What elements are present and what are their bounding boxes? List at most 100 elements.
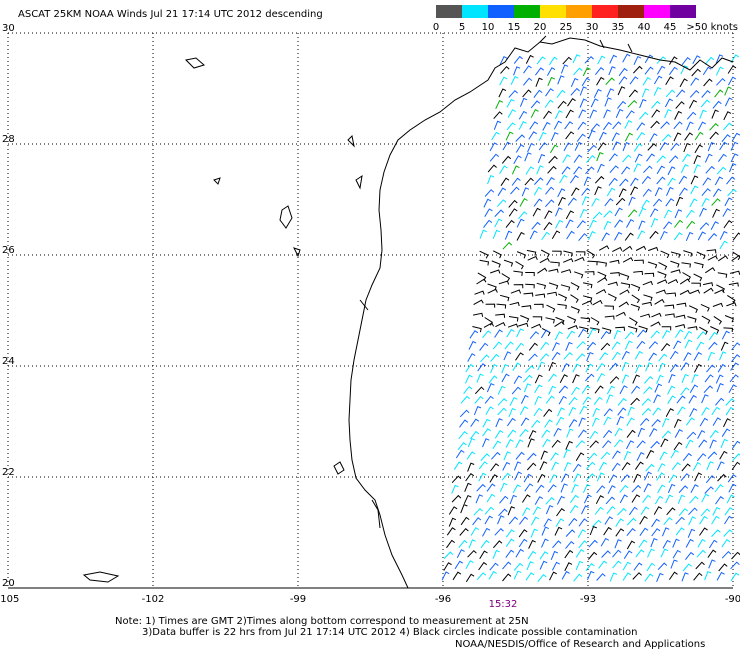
wind-barb (507, 419, 515, 426)
wind-barb (475, 397, 484, 404)
wind-barb (551, 552, 558, 560)
wind-barb (623, 247, 632, 252)
wind-barb (620, 290, 630, 294)
wind-barb (467, 452, 475, 459)
wind-barb (690, 497, 699, 504)
wind-barb (566, 343, 573, 351)
wind-barb (567, 316, 575, 323)
wind-barb (676, 528, 684, 535)
wind-barb (623, 155, 632, 162)
wind-barb (486, 407, 494, 415)
wind-barb (654, 76, 662, 84)
wind-barb (703, 178, 711, 185)
wind-barb (713, 303, 723, 306)
wind-barb (519, 122, 526, 130)
wind-barb (675, 325, 685, 329)
wind-barb (487, 495, 495, 503)
wind-barb (618, 408, 626, 415)
wind-barb (636, 550, 644, 557)
wind-barb (567, 331, 575, 339)
wind-barb (722, 331, 729, 339)
wind-barb (512, 387, 521, 394)
wind-barb (697, 454, 706, 461)
wind-barb (632, 295, 640, 303)
wind-barb (666, 293, 675, 297)
wind-barb (637, 441, 646, 448)
wind-barb (625, 341, 632, 349)
wind-barb (686, 418, 694, 425)
wind-barb (510, 496, 517, 504)
wind-barb (664, 518, 673, 525)
wind-barb (513, 363, 521, 371)
wind-barb (565, 563, 572, 571)
wind-barb (483, 429, 491, 436)
wind-barb (595, 507, 603, 514)
y-tick-label: 24 (2, 356, 15, 367)
wind-barb (647, 564, 655, 572)
wind-barb (597, 78, 605, 86)
wind-barb (608, 282, 618, 286)
wind-barb (541, 330, 549, 338)
wind-barb (466, 561, 474, 569)
wind-barb (694, 165, 701, 173)
wind-barb (627, 220, 635, 228)
wind-barb (591, 99, 598, 107)
wind-barb (533, 507, 541, 515)
wind-barb (595, 187, 602, 195)
wind-barb (489, 572, 497, 580)
wind-barb (529, 343, 537, 350)
wind-barb (542, 233, 550, 240)
wind-barb (536, 485, 544, 492)
wind-barb (610, 260, 620, 264)
wind-barb (563, 155, 571, 163)
wind-barb (521, 418, 529, 426)
wind-barb (652, 102, 661, 109)
wind-barb (543, 123, 551, 131)
wind-barb (658, 485, 666, 493)
wind-barb (560, 375, 567, 383)
wind-barb (522, 188, 529, 196)
wind-barb (648, 248, 658, 251)
wind-barb (577, 342, 586, 349)
wind-barb (652, 529, 660, 536)
wind-barb (587, 156, 596, 163)
wind-barb (572, 387, 580, 395)
wind-barb (490, 270, 500, 273)
wind-barb (690, 91, 699, 98)
wind-barb (655, 300, 665, 305)
wind-barb (722, 429, 730, 437)
wind-barb (491, 464, 499, 471)
wind-barb (641, 507, 649, 515)
wind-barb (564, 463, 571, 471)
wind-barb (647, 154, 655, 161)
wind-barb (700, 208, 707, 216)
wind-barb (523, 508, 531, 516)
wind-barb (525, 284, 534, 288)
wind-barb (633, 67, 642, 74)
wind-barb (616, 312, 626, 316)
wind-barb (628, 407, 635, 415)
wind-barb (654, 88, 661, 96)
wind-barb (640, 528, 648, 535)
wind-barb (601, 539, 609, 547)
wind-barb (637, 123, 645, 130)
wind-barb (627, 441, 634, 449)
wind-barb (564, 143, 572, 151)
wind-barb (618, 87, 625, 95)
wind-barb (646, 363, 653, 371)
wind-barb (720, 352, 727, 360)
wind-barb (669, 67, 677, 74)
map-title: ASCAT 25KM NOAA Winds Jul 21 17:14 UTC 2… (18, 9, 323, 20)
wind-barb (687, 112, 696, 119)
wind-barb (677, 396, 685, 403)
wind-barb (717, 167, 726, 174)
wind-barb (573, 464, 581, 472)
wind-barb (589, 541, 598, 548)
wind-barb (455, 561, 463, 569)
wind-barb (600, 353, 608, 360)
wind-barb (657, 376, 664, 384)
wind-barb (483, 529, 491, 537)
wind-barb (510, 303, 520, 307)
wind-barb (694, 263, 703, 269)
